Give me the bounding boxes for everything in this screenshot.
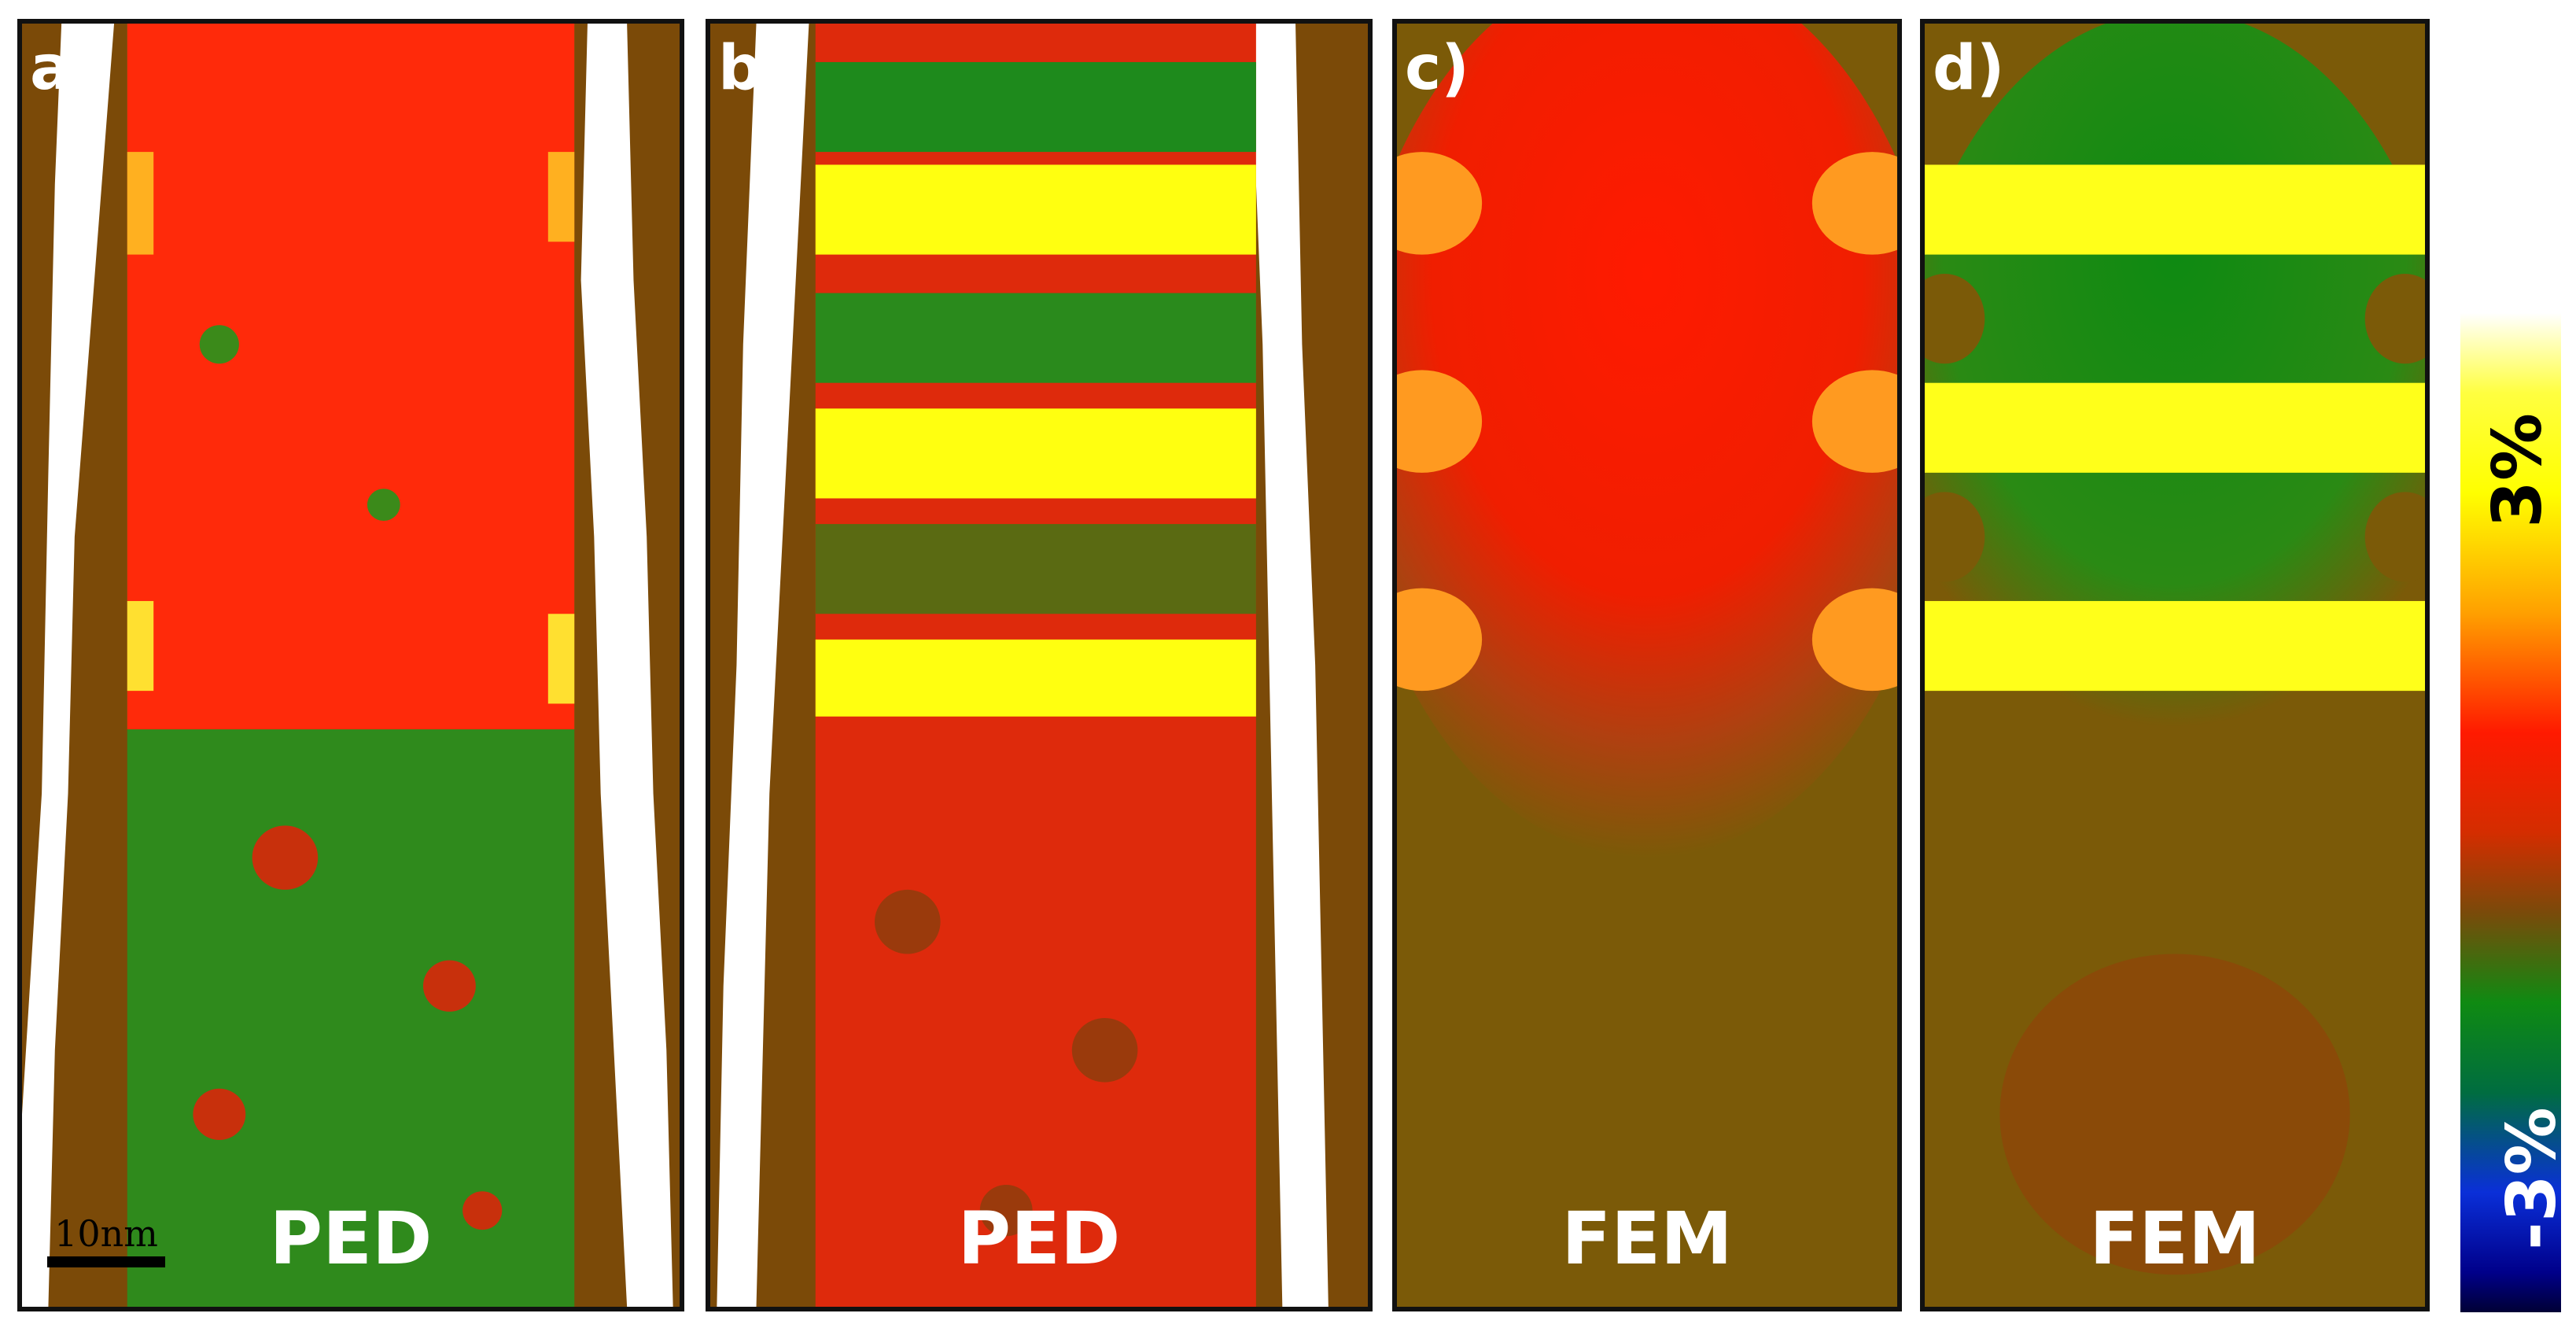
scale-bar-label: 10nm [54, 1212, 158, 1255]
scale-bar-line [47, 1256, 165, 1267]
strain-colorbar: 3% -3% [2460, 313, 2571, 1312]
panel-title-d: FEM [2089, 1197, 2261, 1281]
panel-title-a: PED [269, 1197, 433, 1281]
strain-map-a [22, 24, 680, 1307]
panel-c-fem-map: c) FEM [1392, 19, 1902, 1311]
colorbar-min-label: -3% [2492, 1107, 2571, 1250]
panel-title-c: FEM [1561, 1197, 1733, 1281]
panel-a-ped-map: a) PED 10nm [17, 19, 684, 1311]
panel-label-d: d) [1933, 33, 2005, 104]
panel-label-b: b) [718, 33, 790, 104]
colorbar-max-label: 3% [2478, 412, 2558, 529]
strain-map-c [1397, 24, 1897, 1307]
panel-title-b: PED [957, 1197, 1121, 1281]
panel-label-c: c) [1405, 33, 1469, 104]
scale-bar: 10nm [47, 1215, 165, 1267]
panel-label-a: a) [30, 33, 100, 104]
panel-d-fem-map: d) FEM [1920, 19, 2430, 1311]
strain-map-b [710, 24, 1368, 1307]
strain-map-d [1925, 24, 2425, 1307]
panel-b-ped-map: b) PED [706, 19, 1373, 1311]
